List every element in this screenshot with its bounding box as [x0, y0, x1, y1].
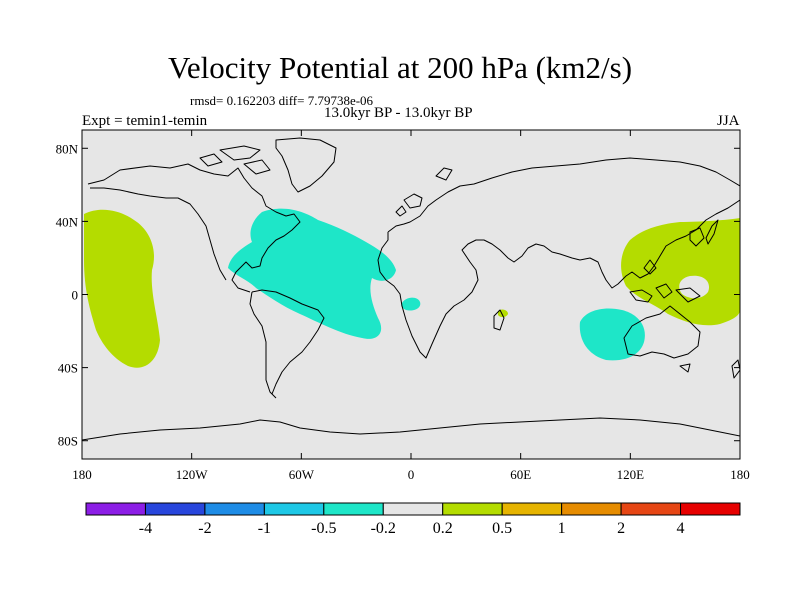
lon-tick-label: 0	[408, 467, 415, 482]
colorbar-level-label: 0.5	[492, 520, 512, 537]
arctic-islands-coast	[199, 145, 271, 175]
eurasia-africa-coast	[377, 157, 740, 359]
colorbar-swatch	[263, 502, 325, 516]
lat-tick-label: 40N	[56, 214, 79, 229]
europe-detail-coast	[395, 167, 453, 217]
stats-label: rmsd= 0.162203 diff= 7.79738e-06	[190, 93, 374, 108]
colorbar-level-label: -2	[198, 520, 211, 537]
new-zealand-coast	[731, 359, 740, 379]
colorbar-swatch	[442, 502, 503, 516]
colorbar-swatch	[561, 502, 622, 516]
negative-anomaly-gulf-guinea	[401, 297, 421, 311]
australia-coast	[623, 305, 701, 373]
lon-tick-label: 120W	[176, 467, 209, 482]
colorbar-level-label: 1	[558, 520, 566, 537]
experiment-label: Expt = temin1-temin	[82, 113, 208, 129]
colorbar-swatch	[323, 502, 384, 516]
season-label: JJA	[717, 113, 740, 129]
lon-tick-label: 180	[72, 467, 92, 482]
colorbar-level-label: -0.2	[371, 520, 396, 537]
plot-background	[82, 130, 740, 459]
colorbar-level-label: -4	[139, 520, 152, 537]
lon-tick-label: 120E	[617, 467, 645, 482]
lon-tick-label: 60W	[289, 467, 315, 482]
madagascar-coast	[493, 309, 505, 331]
colorbar-swatch	[620, 502, 682, 516]
colorbar-swatch	[204, 502, 265, 516]
south-america-coast	[249, 289, 325, 399]
lat-tick-label: 80S	[58, 434, 78, 449]
coastlines	[82, 137, 740, 441]
colorbar-swatch	[680, 502, 741, 516]
lat-tick-label: 40S	[58, 361, 78, 376]
period-label: 13.0kyr BP - 13.0kyr BP	[324, 105, 473, 121]
colorbar-level-label: 0.2	[433, 520, 453, 537]
negative-anomaly-atlantic	[228, 208, 396, 339]
positive-anomaly-east-pacific	[84, 209, 160, 368]
colorbar-level-label: 4	[677, 520, 685, 537]
greenland-coast	[275, 137, 337, 193]
colorbar-swatch	[85, 502, 146, 516]
colorbar-level-label: -1	[258, 520, 271, 537]
lat-tick-label: 0	[72, 288, 79, 303]
colorbar-swatch	[382, 502, 444, 516]
negative-anomaly-indian-ocean	[579, 308, 645, 361]
colorbar: -4 -2 -1 -0.5 -0.2 0.2 0.5 1 2 4	[85, 502, 741, 537]
map-axes: 180 120W 60W 0 60E 120E 180 80N 40N 0 40S 80S	[56, 130, 750, 482]
southeast-asia-islands-coast	[629, 227, 705, 303]
map-title: Velocity Potential at 200 hPa (km2/s)	[167, 50, 633, 85]
colorbar-level-label: 2	[617, 520, 625, 537]
north-america-coast	[87, 163, 301, 293]
lat-tick-label: 80N	[56, 141, 79, 156]
colorbar-swatch	[144, 502, 206, 516]
japan-coast	[705, 219, 719, 245]
lon-tick-label: 180	[730, 467, 750, 482]
colorbar-level-label: -0.5	[311, 520, 336, 537]
colorbar-swatch	[501, 502, 563, 516]
lon-tick-label: 60E	[510, 467, 531, 482]
antarctica-coast	[82, 417, 740, 441]
